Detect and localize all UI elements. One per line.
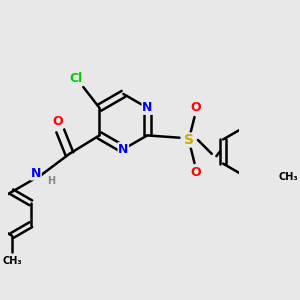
Text: S: S (184, 133, 194, 147)
Text: O: O (190, 166, 201, 179)
Text: CH₃: CH₃ (2, 256, 22, 266)
Text: O: O (190, 101, 201, 114)
Text: N: N (118, 143, 128, 156)
Text: N: N (31, 167, 41, 180)
Text: H: H (47, 176, 55, 187)
Text: N: N (142, 101, 152, 114)
Text: O: O (52, 115, 63, 128)
Text: CH₃: CH₃ (278, 172, 298, 182)
Text: Cl: Cl (70, 73, 83, 85)
